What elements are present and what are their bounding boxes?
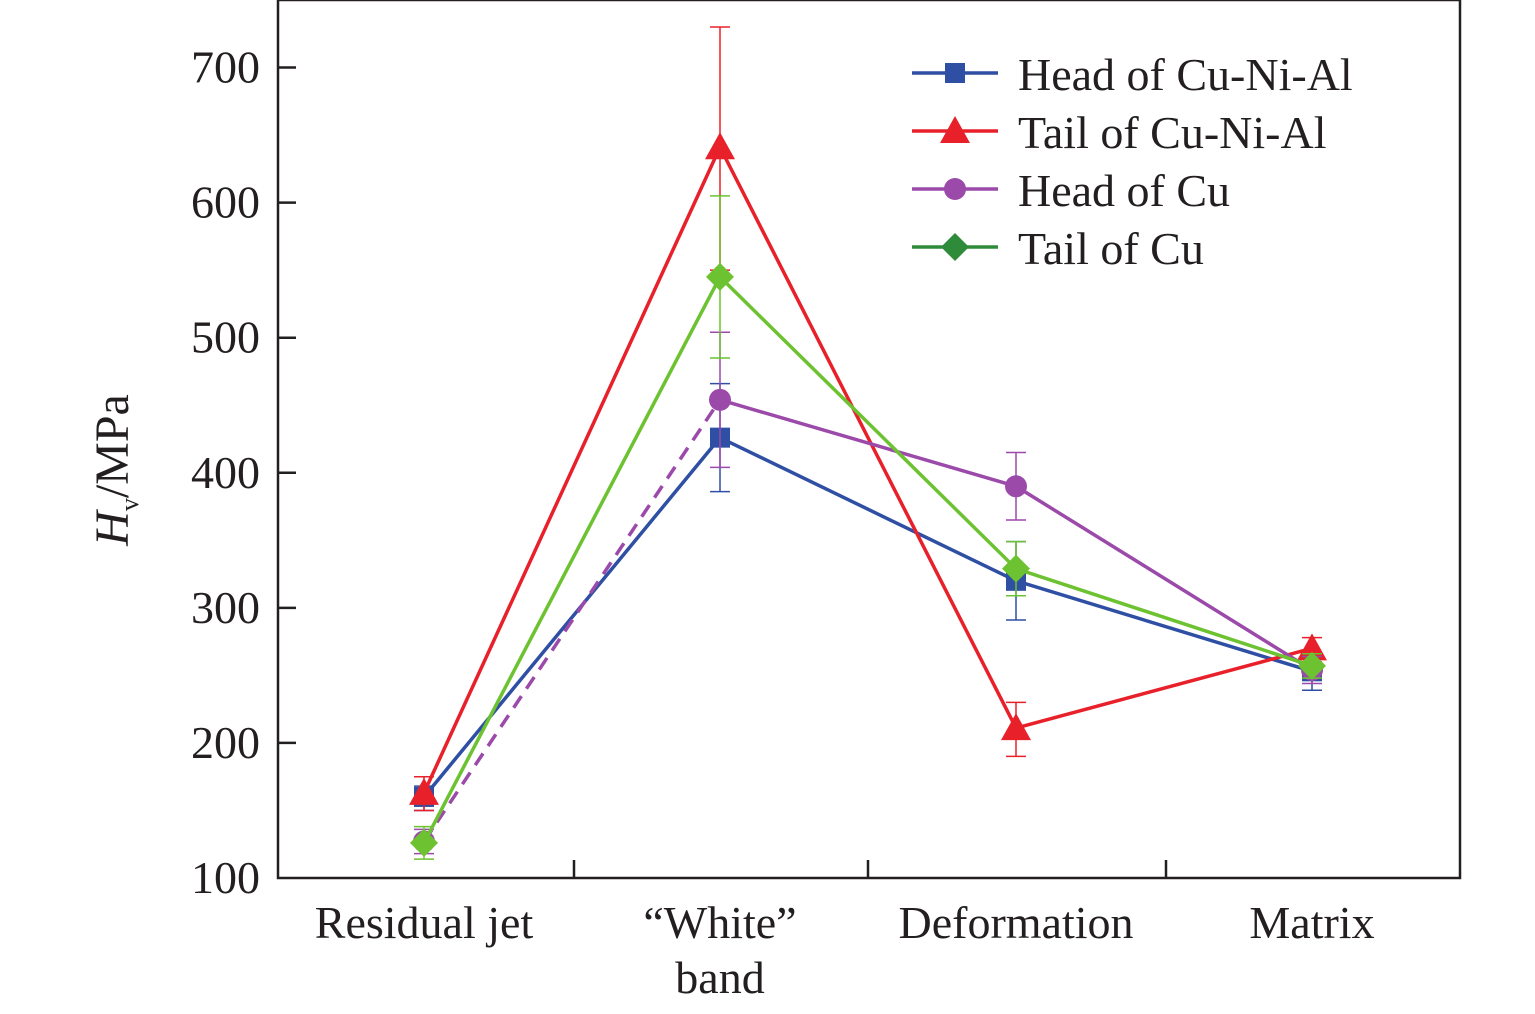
series-2 bbox=[413, 331, 1323, 855]
x-tick-label-2-0: Deformation bbox=[898, 897, 1133, 948]
point-3-2 bbox=[1002, 554, 1030, 583]
y-tick-label-700: 700 bbox=[191, 42, 260, 93]
series-line-3-2 bbox=[1015, 567, 1313, 668]
y-tick-label-400: 400 bbox=[191, 447, 260, 498]
point-1-2 bbox=[1001, 713, 1031, 741]
legend-label-1: Tail of Cu-Ni-Al bbox=[1018, 107, 1327, 158]
point-2-1 bbox=[709, 388, 731, 411]
series-line-0-1 bbox=[719, 436, 1017, 583]
point-1-0 bbox=[409, 777, 439, 805]
legend-label-3: Tail of Cu bbox=[1018, 223, 1204, 274]
point-3-0 bbox=[410, 828, 438, 857]
y-tick-label-200: 200 bbox=[191, 717, 260, 768]
y-tick-label-600: 600 bbox=[191, 177, 260, 228]
legend-marker-3 bbox=[941, 233, 969, 261]
x-tick-label-3-0: Matrix bbox=[1249, 897, 1374, 948]
point-3-3 bbox=[1298, 651, 1326, 680]
legend-marker-1 bbox=[940, 116, 970, 143]
point-3-1 bbox=[706, 262, 734, 291]
y-axis-title-subscript: v bbox=[115, 498, 144, 511]
y-tick-label-100: 100 bbox=[191, 852, 260, 903]
point-1-1 bbox=[705, 132, 735, 160]
y-axis: 100 200 300 400 500 600 700 bbox=[191, 42, 296, 903]
series-line-3-1 bbox=[718, 275, 1018, 570]
series-line-0-0 bbox=[422, 436, 722, 799]
x-tick-label-0-0: Residual jet bbox=[315, 897, 534, 948]
legend-marker-2 bbox=[944, 178, 966, 200]
x-tick-label-1-0: “White” bbox=[643, 897, 796, 948]
series-line-3-0 bbox=[422, 276, 722, 844]
series-line-2-2 bbox=[1015, 484, 1313, 672]
series-line-2-1 bbox=[719, 398, 1017, 488]
series-3 bbox=[410, 195, 1326, 860]
y-tick-label-500: 500 bbox=[191, 312, 260, 363]
series-0 bbox=[414, 382, 1322, 812]
series-line-1-2 bbox=[1015, 646, 1313, 730]
legend-label-2: Head of Cu bbox=[1018, 165, 1230, 216]
y-axis-title: Hv/MPa bbox=[86, 394, 144, 547]
legend-marker-0 bbox=[945, 63, 965, 83]
y-axis-title-symbol: H bbox=[86, 509, 139, 547]
x-tick-label-1-1: band bbox=[675, 952, 764, 1003]
point-2-2 bbox=[1005, 475, 1027, 498]
series-line-2-0 bbox=[422, 398, 722, 843]
series-line-1-1 bbox=[718, 146, 1018, 729]
legend-label-0: Head of Cu-Ni-Al bbox=[1018, 49, 1353, 100]
x-axis: Residual jet “White”band Deformation Matrix bbox=[315, 860, 1375, 1003]
series-layer bbox=[409, 26, 1327, 860]
series-line-0-2 bbox=[1015, 579, 1313, 674]
y-axis-title-unit: /MPa bbox=[86, 394, 139, 498]
y-tick-label-300: 300 bbox=[191, 582, 260, 633]
series-line-1-0 bbox=[422, 146, 722, 794]
legend: Head of Cu-Ni-Al Tail of Cu-Ni-Al Head of … bbox=[912, 49, 1353, 274]
